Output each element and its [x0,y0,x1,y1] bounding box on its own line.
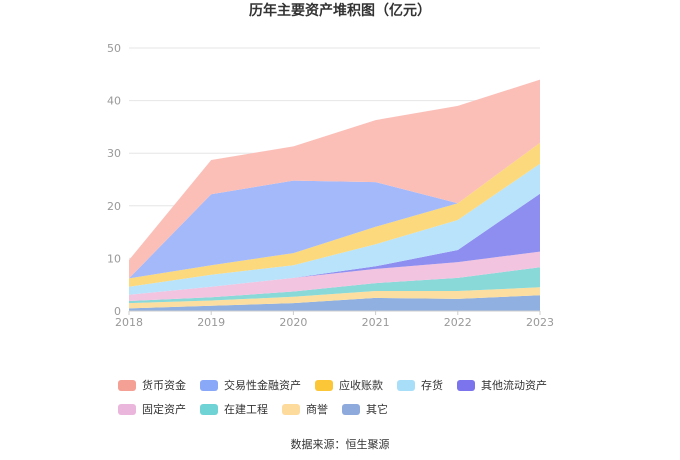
stacked-area-chart: 0 10 20 30 40 50 2018 2019 2020 2021 2022 2023 [107,42,554,329]
area-series [129,295,540,311]
legend-label: 货币资金 [142,379,186,392]
legend-label: 其他流动资产 [481,379,547,392]
legend-swatch [315,379,333,391]
legend: 货币资金 交易性金融资产 应收账款 存货 其他流动资产固定资产 在建工程 商誉 其它 [118,377,588,417]
legend-swatch [118,403,136,415]
legend-label: 商誉 [306,403,328,416]
area-series [129,79,540,279]
legend-swatch [282,403,300,415]
legend-item[interactable]: 存货 [397,377,443,393]
x-tick-label: 2018 [115,316,143,329]
chart-title: 历年主要资产堆积图（亿元） [249,3,431,19]
legend-item[interactable]: 固定资产 [118,401,186,417]
y-tick-label: 50 [107,42,121,55]
legend-label: 其它 [366,403,388,416]
axis-layer: 0 10 20 30 40 50 2018 2019 2020 2021 2022 2023 [107,42,554,329]
y-tick-label: 20 [107,200,121,213]
legend-swatch [457,379,475,391]
legend-item[interactable]: 其它 [342,401,388,417]
legend-label: 应收账款 [339,379,383,392]
legend-label: 固定资产 [142,403,186,416]
area-series [129,142,540,287]
x-tick-label: 2022 [444,316,472,329]
legend-label: 在建工程 [224,403,268,416]
data-source: 数据来源：恒生聚源 [290,438,390,451]
legend-label: 交易性金融资产 [224,379,301,392]
legend-item[interactable]: 交易性金融资产 [200,377,301,393]
legend-label: 存货 [421,379,443,392]
legend-swatch [118,379,136,391]
x-tick-label: 2023 [526,316,554,329]
x-tick-label: 2021 [362,316,390,329]
legend-swatch [200,403,218,415]
legend-item[interactable]: 应收账款 [315,377,383,393]
y-tick-label: 30 [107,147,121,160]
y-tick-label: 0 [114,305,121,318]
legend-item[interactable]: 其他流动资产 [457,377,547,393]
area-series [129,267,540,304]
legend-item[interactable]: 货币资金 [118,377,186,393]
y-tick-label: 10 [107,252,121,265]
x-tick-label: 2019 [197,316,225,329]
y-tick-label: 40 [107,95,121,108]
legend-swatch [342,403,360,415]
area-series [129,142,540,279]
area-series [129,251,540,301]
legend-swatch [200,379,218,391]
area-layer [129,79,540,311]
x-tick-label: 2020 [279,316,307,329]
area-series [129,287,540,309]
area-series [129,163,540,295]
legend-swatch [397,379,415,391]
legend-item[interactable]: 商誉 [282,401,328,417]
legend-item[interactable]: 在建工程 [200,401,268,417]
